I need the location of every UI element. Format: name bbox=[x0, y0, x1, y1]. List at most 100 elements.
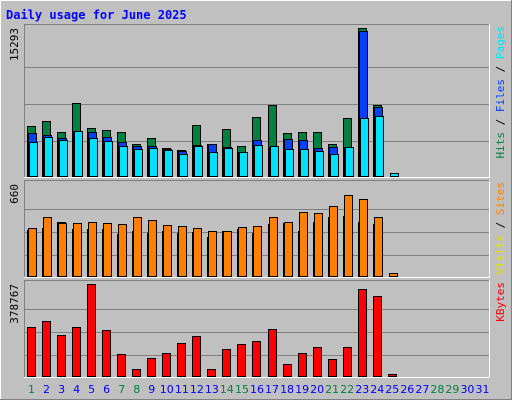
bar-pages-day-10 bbox=[164, 150, 173, 177]
bar-sites-day-21 bbox=[329, 206, 338, 277]
bar-pages-day-9 bbox=[149, 148, 158, 177]
legend-hits-files-pages: Hits / Files / Pages bbox=[494, 26, 507, 159]
bar-pages-day-2 bbox=[44, 137, 53, 177]
bar-kbytes-day-15 bbox=[237, 344, 246, 377]
legend-item: KBytes bbox=[494, 282, 507, 322]
series-pages bbox=[29, 116, 399, 177]
x-tick-label: 4 bbox=[73, 383, 80, 396]
x-tick-label: 11 bbox=[175, 383, 189, 396]
x-tick-label: 13 bbox=[205, 383, 219, 396]
bar-kbytes-day-20 bbox=[313, 347, 322, 377]
bar-kbytes-day-19 bbox=[298, 353, 307, 377]
bar-pages-day-16 bbox=[254, 145, 263, 177]
bar-sites-day-20 bbox=[314, 213, 323, 277]
bar-pages-day-24 bbox=[375, 116, 384, 177]
x-tick-label: 22 bbox=[340, 383, 354, 396]
bar-pages-day-15 bbox=[239, 152, 248, 177]
bar-kbytes-day-7 bbox=[117, 354, 126, 377]
legend-kbytes: KBytes bbox=[494, 282, 507, 322]
bar-pages-day-1 bbox=[29, 142, 38, 177]
bar-pages-day-20 bbox=[315, 151, 324, 177]
bar-pages-day-3 bbox=[59, 140, 68, 177]
x-tick-label: 25 bbox=[385, 383, 399, 396]
y-max-label: 660 bbox=[8, 184, 21, 204]
bar-sites-day-14 bbox=[223, 231, 232, 277]
x-tick-label: 3 bbox=[58, 383, 65, 396]
x-tick-label: 14 bbox=[220, 383, 234, 396]
legend-item: Hits bbox=[494, 132, 507, 159]
bar-kbytes-day-5 bbox=[87, 284, 96, 377]
x-tick-label: 7 bbox=[118, 383, 125, 396]
x-tick-label: 10 bbox=[160, 383, 174, 396]
bar-sites-day-8 bbox=[133, 217, 142, 277]
bar-sites-day-18 bbox=[284, 222, 293, 277]
bar-sites-day-16 bbox=[253, 226, 262, 277]
bar-sites-day-5 bbox=[88, 222, 97, 277]
chart-title: Daily usage for June 2025 bbox=[6, 8, 187, 22]
x-tick-label: 6 bbox=[103, 383, 110, 396]
bar-kbytes-day-17 bbox=[268, 329, 277, 377]
panel-hits-files-pages: 15293 Hits / Files / Pages bbox=[8, 24, 507, 178]
bar-sites-day-4 bbox=[73, 223, 82, 277]
legend-visits-sites: Visits / Sites bbox=[494, 182, 507, 275]
bar-pages-day-23 bbox=[360, 118, 369, 177]
bar-pages-day-12 bbox=[194, 146, 203, 177]
bar-sites-day-25 bbox=[389, 273, 398, 277]
x-tick-label: 8 bbox=[133, 383, 140, 396]
bar-sites-day-24 bbox=[374, 217, 383, 277]
x-tick-label: 1 bbox=[28, 383, 35, 396]
bar-kbytes-day-3 bbox=[57, 335, 66, 377]
bar-pages-day-25 bbox=[390, 173, 399, 177]
bar-pages-day-5 bbox=[89, 138, 98, 177]
series-kbytes bbox=[27, 284, 397, 377]
y-max-label: 378767 bbox=[8, 284, 21, 324]
bar-kbytes-day-18 bbox=[283, 364, 292, 377]
panel-kbytes: 378767 KBytes bbox=[8, 280, 507, 378]
bar-pages-day-17 bbox=[270, 146, 279, 177]
bar-pages-day-11 bbox=[179, 154, 188, 177]
bar-kbytes-day-8 bbox=[132, 369, 141, 377]
x-tick-label: 23 bbox=[355, 383, 369, 396]
legend-item: / bbox=[494, 215, 507, 235]
bar-kbytes-day-4 bbox=[72, 327, 81, 377]
x-tick-label: 30 bbox=[460, 383, 474, 396]
bar-sites-day-22 bbox=[344, 195, 353, 277]
bar-kbytes-day-12 bbox=[192, 336, 201, 377]
bar-sites-day-6 bbox=[103, 223, 112, 277]
bar-sites-day-9 bbox=[148, 220, 157, 277]
legend-item: Sites bbox=[494, 182, 507, 215]
panel-visits-sites: 660 Visits / Sites bbox=[8, 180, 507, 278]
bar-sites-day-15 bbox=[238, 227, 247, 277]
legend-item: / bbox=[494, 112, 507, 132]
bar-sites-day-3 bbox=[58, 223, 67, 277]
bar-pages-day-18 bbox=[285, 149, 294, 177]
x-tick-label: 15 bbox=[235, 383, 249, 396]
bar-sites-day-1 bbox=[28, 228, 37, 277]
x-tick-label: 17 bbox=[265, 383, 279, 396]
legend-item: / bbox=[494, 59, 507, 79]
x-tick-label: 20 bbox=[310, 383, 324, 396]
bar-sites-day-12 bbox=[193, 228, 202, 277]
bar-pages-day-22 bbox=[345, 147, 354, 177]
bar-sites-day-19 bbox=[299, 212, 308, 277]
bar-kbytes-day-10 bbox=[162, 353, 171, 377]
x-tick-label: 9 bbox=[148, 383, 155, 396]
bar-kbytes-day-9 bbox=[147, 358, 156, 377]
x-tick-label: 26 bbox=[400, 383, 414, 396]
bar-sites-day-2 bbox=[43, 217, 52, 277]
x-tick-label: 18 bbox=[280, 383, 294, 396]
legend-item: Visits bbox=[494, 235, 507, 275]
bar-sites-day-7 bbox=[118, 224, 127, 277]
bar-kbytes-day-6 bbox=[102, 330, 111, 377]
x-tick-label: 29 bbox=[445, 383, 459, 396]
bar-kbytes-day-11 bbox=[177, 343, 186, 377]
bar-pages-day-6 bbox=[104, 141, 113, 177]
bar-kbytes-day-23 bbox=[358, 289, 367, 377]
bar-kbytes-day-21 bbox=[328, 359, 337, 377]
bar-pages-day-7 bbox=[119, 146, 128, 177]
legend-item: Pages bbox=[494, 26, 507, 59]
x-axis-labels: 1 2 3 4 5 6 7 8 9 10 11 12 13 14 15 16 17 18 19 20 21 22 23 24 2… bbox=[28, 383, 489, 396]
bar-kbytes-day-16 bbox=[252, 341, 261, 377]
bar-kbytes-day-25 bbox=[388, 374, 397, 377]
